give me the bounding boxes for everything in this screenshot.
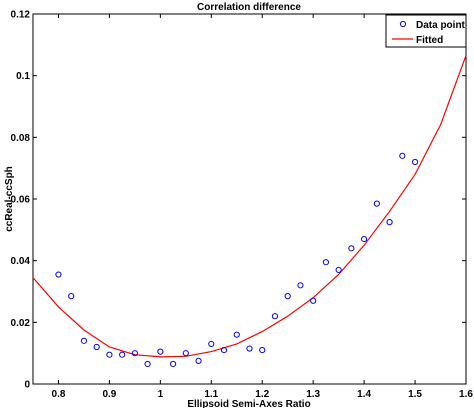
x-tick-label: 0.8 xyxy=(52,389,66,400)
data-point xyxy=(93,343,100,351)
data-point xyxy=(335,266,342,274)
data-point xyxy=(182,350,189,357)
data-point xyxy=(195,357,202,364)
data-point xyxy=(271,313,279,320)
legend-box xyxy=(385,14,467,48)
y-axis-label: ccReal-ccSph xyxy=(4,166,15,232)
y-tick-label: 0 xyxy=(24,380,30,391)
data-point xyxy=(208,340,215,348)
data-point xyxy=(361,235,368,243)
x-tick-label: 1.1 xyxy=(204,389,218,400)
legend: Data point Fitted xyxy=(385,14,467,48)
data-point xyxy=(68,293,75,300)
x-tick-label: 1.4 xyxy=(357,389,371,400)
fitted-curve xyxy=(32,55,467,358)
data-point xyxy=(144,360,151,368)
y-tick-label: 0.06 xyxy=(11,195,31,206)
x-tick-label: 0.9 xyxy=(102,389,116,400)
axis-ticks: 0.8 0.9 1 1.1 1.2 1.3 1.4 1.5 1.6 0 0.02 0.04 0.06 0.… xyxy=(11,10,474,401)
data-point xyxy=(322,259,330,266)
data-point xyxy=(411,158,419,166)
data-point xyxy=(169,360,177,368)
data-point xyxy=(399,152,406,159)
data-point xyxy=(220,346,228,354)
legend-marker-data-point xyxy=(399,20,407,28)
y-tick-label: 0.1 xyxy=(16,71,30,82)
data-point xyxy=(259,346,266,354)
data-point xyxy=(373,200,380,207)
x-tick-label: 1.6 xyxy=(459,389,473,400)
y-tick-label: 0.12 xyxy=(11,10,31,21)
data-point xyxy=(80,337,88,344)
chart-title: Correlation difference xyxy=(197,2,301,13)
legend-label-data-point: Data point xyxy=(416,20,466,31)
data-point xyxy=(246,345,253,352)
x-tick-label: 1.2 xyxy=(255,389,269,400)
y-tick-label: 0.04 xyxy=(11,256,31,267)
y-tick-label: 0.02 xyxy=(11,318,31,329)
x-tick-label: 1.5 xyxy=(408,389,422,400)
data-point xyxy=(284,293,291,300)
data-point xyxy=(386,219,393,226)
x-axis-label: Ellipsoid Semi-Axes Ratio xyxy=(187,399,310,408)
data-point xyxy=(233,331,240,338)
y-tick-label: 0.08 xyxy=(11,133,31,144)
data-point-series xyxy=(55,152,419,368)
data-point xyxy=(119,351,126,358)
data-point xyxy=(297,282,304,289)
plot-area xyxy=(32,13,467,385)
data-point xyxy=(157,348,164,355)
x-tick-label: 1.3 xyxy=(306,389,320,400)
x-tick-label: 1 xyxy=(158,389,164,400)
data-point xyxy=(131,350,138,357)
data-point xyxy=(55,271,62,278)
legend-label-fitted: Fitted xyxy=(416,35,443,46)
data-point xyxy=(348,245,355,252)
data-point xyxy=(310,297,317,304)
fitted-series xyxy=(32,55,467,358)
data-point xyxy=(106,351,113,358)
